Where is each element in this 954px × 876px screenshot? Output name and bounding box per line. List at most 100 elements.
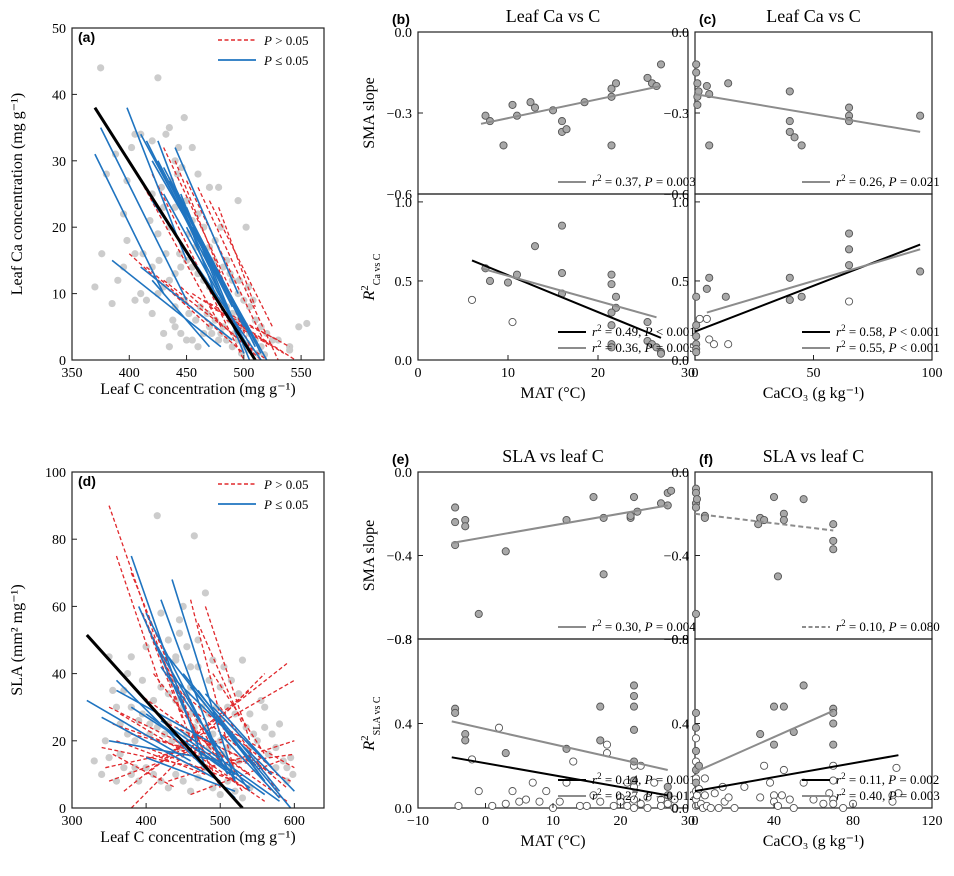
data-point xyxy=(724,79,733,88)
annotation-text: r2 = 0.55, P < 0.001 xyxy=(836,339,940,355)
annotation-p-value: P = 0.005 xyxy=(644,340,696,355)
data-point xyxy=(165,276,173,284)
data-point xyxy=(451,708,460,717)
annotation-part: 0.55 xyxy=(859,340,882,355)
annotation-part: , xyxy=(882,772,889,787)
open-data-point xyxy=(636,799,645,808)
legend-entry: P > 0.05 xyxy=(263,33,309,48)
annotation-part: 2 xyxy=(841,339,846,349)
panel-b-top: 0.0−0.3−0.6r2 = 0.37, P = 0.003(b) Leaf C… xyxy=(361,6,696,203)
red-regression-line xyxy=(145,663,288,775)
data-point xyxy=(149,770,158,779)
annotation-part: 0.49 xyxy=(615,324,638,339)
annotation-part: = xyxy=(602,788,616,803)
data-point xyxy=(283,764,291,772)
data-point xyxy=(785,87,794,96)
open-data-point xyxy=(773,801,783,810)
panel-title: Leaf Ca vs C xyxy=(506,6,600,26)
data-point xyxy=(253,737,261,745)
y-tick-label: 20 xyxy=(52,221,66,236)
open-data-point xyxy=(569,757,578,766)
data-point xyxy=(175,616,184,624)
annotation-p-value: P < 0.001 xyxy=(644,324,696,339)
annotation-part: 2 xyxy=(841,323,846,333)
x-tick-label: 0 xyxy=(692,814,699,829)
data-point xyxy=(503,278,513,287)
open-data-point xyxy=(766,778,775,787)
blue-regression-line xyxy=(203,246,268,360)
data-point xyxy=(451,503,460,512)
annotation-p-value: P = 0.012 xyxy=(644,788,696,803)
data-point xyxy=(192,316,200,324)
blue-regression-line xyxy=(145,756,236,792)
annotation-part: = xyxy=(846,340,860,355)
data-point xyxy=(131,764,139,772)
y-tick-label: −0.6 xyxy=(664,188,689,203)
panel-label: (d) xyxy=(78,473,96,489)
annotation-part: 2 xyxy=(841,173,846,183)
data-point xyxy=(283,777,291,785)
data-point xyxy=(227,676,235,684)
open-data-point xyxy=(845,297,854,306)
open-data-point xyxy=(575,801,585,810)
red-regression-line xyxy=(130,572,214,775)
legend-entry: P ≤ 0.05 xyxy=(263,53,308,68)
red-regression-line xyxy=(151,173,245,360)
data-point xyxy=(91,283,99,291)
data-point xyxy=(721,292,730,301)
data-point xyxy=(131,296,139,304)
data-point xyxy=(148,137,156,145)
annotation-part: , xyxy=(638,324,645,339)
blue-regression-line xyxy=(197,689,266,782)
data-point xyxy=(691,723,701,732)
y-tick-label: 0 xyxy=(59,354,66,369)
open-data-point xyxy=(700,774,709,783)
annotation-part: , xyxy=(882,324,889,339)
data-point xyxy=(188,336,196,344)
x-tick-label: 0 xyxy=(692,366,699,381)
open-data-point xyxy=(706,803,715,813)
blue-regression-line xyxy=(151,279,211,348)
annotation-p-value: P < 0.001 xyxy=(888,340,940,355)
data-point xyxy=(231,787,239,795)
annotation-part: 2 xyxy=(597,339,602,349)
x-tick-label: 100 xyxy=(922,366,943,381)
data-point xyxy=(656,349,666,358)
regression-line xyxy=(694,709,834,774)
panel-d: 300 400 500 600 0 20 40 60 80 100 (d) Leaf C concen… xyxy=(9,466,325,846)
annotation-part: 0.37 xyxy=(615,174,638,189)
data-point xyxy=(217,223,225,231)
data-point xyxy=(190,532,198,540)
plot-area xyxy=(91,64,311,360)
plot-frame xyxy=(417,193,689,361)
y-tick-label: 1.0 xyxy=(395,196,413,211)
open-data-point xyxy=(777,791,786,800)
annotation-part: 2 xyxy=(841,787,846,797)
data-point xyxy=(526,98,535,107)
annotation-part: = xyxy=(602,174,616,189)
annotation-p-value: P = 0.021 xyxy=(888,174,940,189)
x-axis-label: Leaf C concentration (mg g⁻¹) xyxy=(100,381,295,398)
data-point xyxy=(272,743,280,752)
blue-regression-line xyxy=(157,140,216,294)
x-axis-label: MAT (°C) xyxy=(520,385,585,402)
open-data-point xyxy=(501,799,510,808)
annotation-part: 2 xyxy=(597,618,602,628)
data-point xyxy=(177,329,185,338)
data-point xyxy=(215,183,223,191)
data-point xyxy=(109,686,117,695)
annotation-part: 2 xyxy=(597,771,602,781)
blue-regression-line xyxy=(160,719,266,796)
data-point xyxy=(249,730,258,738)
open-data-point xyxy=(515,797,524,806)
annotation-text: r2 = 0.27, P = 0.012 xyxy=(592,787,696,803)
open-data-point xyxy=(709,340,719,349)
regression-line xyxy=(451,504,668,544)
open-data-point xyxy=(623,801,632,810)
x-axis-label: Leaf C concentration (mg g⁻¹) xyxy=(100,829,295,846)
data-point xyxy=(705,273,714,282)
open-data-point xyxy=(488,801,497,810)
red-regression-line xyxy=(140,180,222,328)
annotation-part: r xyxy=(836,772,842,787)
